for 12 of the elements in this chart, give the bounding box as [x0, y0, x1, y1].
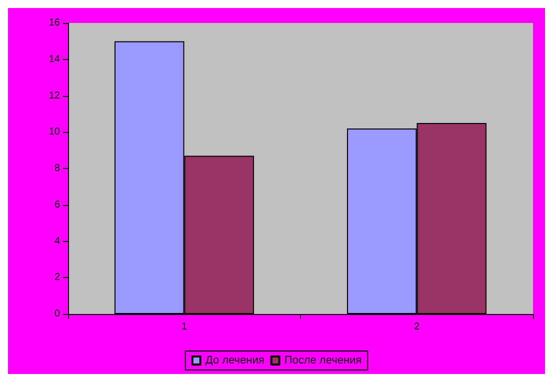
y-tick-label: 8 — [54, 163, 60, 174]
y-tick-label: 12 — [48, 90, 60, 102]
y-tick-label: 2 — [54, 272, 60, 284]
y-tick-label: 0 — [54, 308, 60, 320]
y-tick-label: 6 — [54, 199, 60, 210]
y-tick-label: 14 — [48, 54, 60, 65]
legend-label: До лечения — [205, 354, 264, 366]
y-tick-label: 4 — [54, 236, 60, 247]
y-tick-label: 10 — [48, 126, 60, 138]
x-tick-label: 1 — [181, 322, 188, 332]
legend-label: После лечения — [284, 354, 362, 366]
y-tick-label: 16 — [48, 18, 60, 28]
